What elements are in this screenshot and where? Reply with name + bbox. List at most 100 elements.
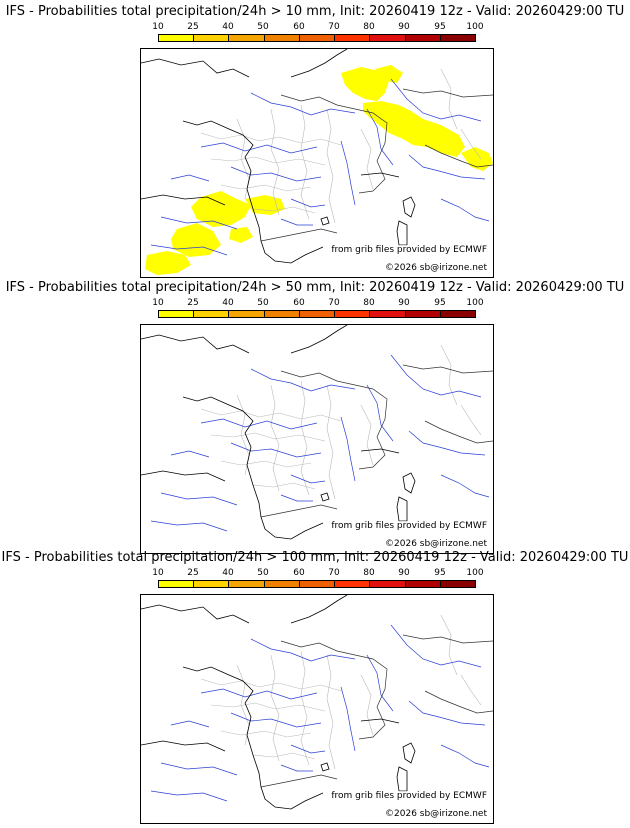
river: [408, 154, 486, 180]
precip-patch: [171, 223, 221, 257]
coastline: [396, 220, 408, 246]
map-canvas: [141, 49, 493, 275]
coastline: [290, 595, 348, 624]
river: [160, 762, 238, 776]
legend-swatch: [229, 311, 265, 317]
legend-tick: 50: [257, 298, 269, 308]
coastline: [141, 740, 226, 752]
data-source-credit: from grib files provided by ECMWF: [331, 521, 487, 531]
legend-swatch: [335, 311, 371, 317]
coastline: [290, 49, 348, 78]
coastline: [141, 194, 226, 206]
admin-boundary: [460, 404, 482, 436]
river: [366, 654, 394, 712]
map-frame: from grib files provided by ECMWF ©2026 …: [140, 324, 494, 554]
admin-boundary: [210, 156, 326, 166]
precip-patch: [341, 67, 389, 101]
map-panel-50mm: IFS - Probabilities total precipitation/…: [0, 276, 630, 554]
legend-swatch: [370, 311, 406, 317]
admin-boundary: [252, 752, 316, 760]
legend-swatch: [335, 581, 371, 587]
map-basemap: [141, 49, 493, 264]
legend-tick: 80: [363, 22, 375, 32]
coastline: [402, 196, 416, 218]
river: [150, 520, 228, 532]
river: [230, 712, 322, 728]
coastline: [320, 492, 330, 502]
coastline: [182, 120, 324, 264]
copyright-credit: ©2026 sb@irizone.net: [385, 263, 487, 273]
admin-boundary: [270, 108, 280, 216]
legend-tick: 50: [257, 568, 269, 578]
admin-boundary: [300, 650, 310, 766]
river: [408, 700, 486, 726]
precip-patch: [229, 227, 253, 243]
country-border: [402, 88, 493, 98]
legend-swatch: [194, 35, 230, 41]
precip-patch: [375, 65, 403, 83]
coastline: [320, 762, 330, 772]
river: [390, 354, 482, 398]
admin-boundary: [220, 730, 312, 738]
legend-tick: 90: [398, 568, 410, 578]
legend-swatch: [229, 581, 265, 587]
legend-tick: 80: [363, 568, 375, 578]
admin-boundary: [210, 702, 326, 712]
map-frame: from grib files provided by ECMWF ©2026 …: [140, 594, 494, 824]
country-border: [260, 774, 338, 788]
legend-swatch: [405, 311, 441, 317]
country-border: [424, 420, 493, 444]
river: [160, 492, 238, 506]
admin-boundary: [360, 674, 374, 736]
legend-tick: 95: [434, 298, 446, 308]
legend-swatch: [264, 311, 300, 317]
legend-tick: 10: [152, 22, 164, 32]
river: [408, 430, 486, 456]
admin-boundary: [200, 408, 342, 422]
legend-tick: 10: [152, 298, 164, 308]
coastline: [360, 448, 400, 454]
admin-boundary: [270, 654, 280, 762]
map-panel-100mm: IFS - Probabilities total precipitation/…: [0, 546, 630, 824]
river: [280, 494, 313, 502]
map-canvas: [141, 325, 493, 540]
legend-swatch: [299, 311, 336, 317]
river: [340, 416, 356, 482]
river: [290, 744, 326, 754]
legend-tick: 40: [222, 568, 234, 578]
legend-swatch: [440, 311, 475, 317]
coastline: [182, 396, 324, 540]
coastline: [360, 718, 400, 724]
legend-tick: 100: [466, 568, 484, 578]
legend-swatch: [370, 35, 406, 41]
legend-tick: 95: [434, 568, 446, 578]
legend-tick: 95: [434, 22, 446, 32]
admin-boundary: [360, 128, 374, 190]
coastline: [141, 604, 250, 624]
data-source-credit: from grib files provided by ECMWF: [331, 791, 487, 801]
river: [440, 744, 490, 768]
legend-tick: 100: [466, 22, 484, 32]
legend-swatch: [299, 35, 336, 41]
legend-swatch: [159, 35, 195, 41]
map-basemap: [141, 595, 493, 810]
legend-tick: 70: [328, 568, 340, 578]
admin-boundary: [220, 460, 312, 468]
river: [200, 418, 318, 430]
admin-boundary: [460, 674, 482, 706]
river: [250, 92, 356, 116]
panel-title: IFS - Probabilities total precipitation/…: [1, 550, 629, 565]
country-border: [280, 94, 388, 194]
river: [160, 216, 238, 230]
river: [366, 384, 394, 442]
legend-tick: 25: [187, 22, 199, 32]
river: [440, 474, 490, 498]
admin-boundary: [326, 654, 336, 770]
legend-tick: 80: [363, 298, 375, 308]
coastline: [320, 216, 330, 226]
river: [250, 368, 356, 392]
legend-swatch: [264, 581, 300, 587]
river: [280, 218, 313, 226]
map-frame: from grib files provided by ECMWF ©2026 …: [140, 48, 494, 278]
map-basemap: [141, 325, 493, 540]
